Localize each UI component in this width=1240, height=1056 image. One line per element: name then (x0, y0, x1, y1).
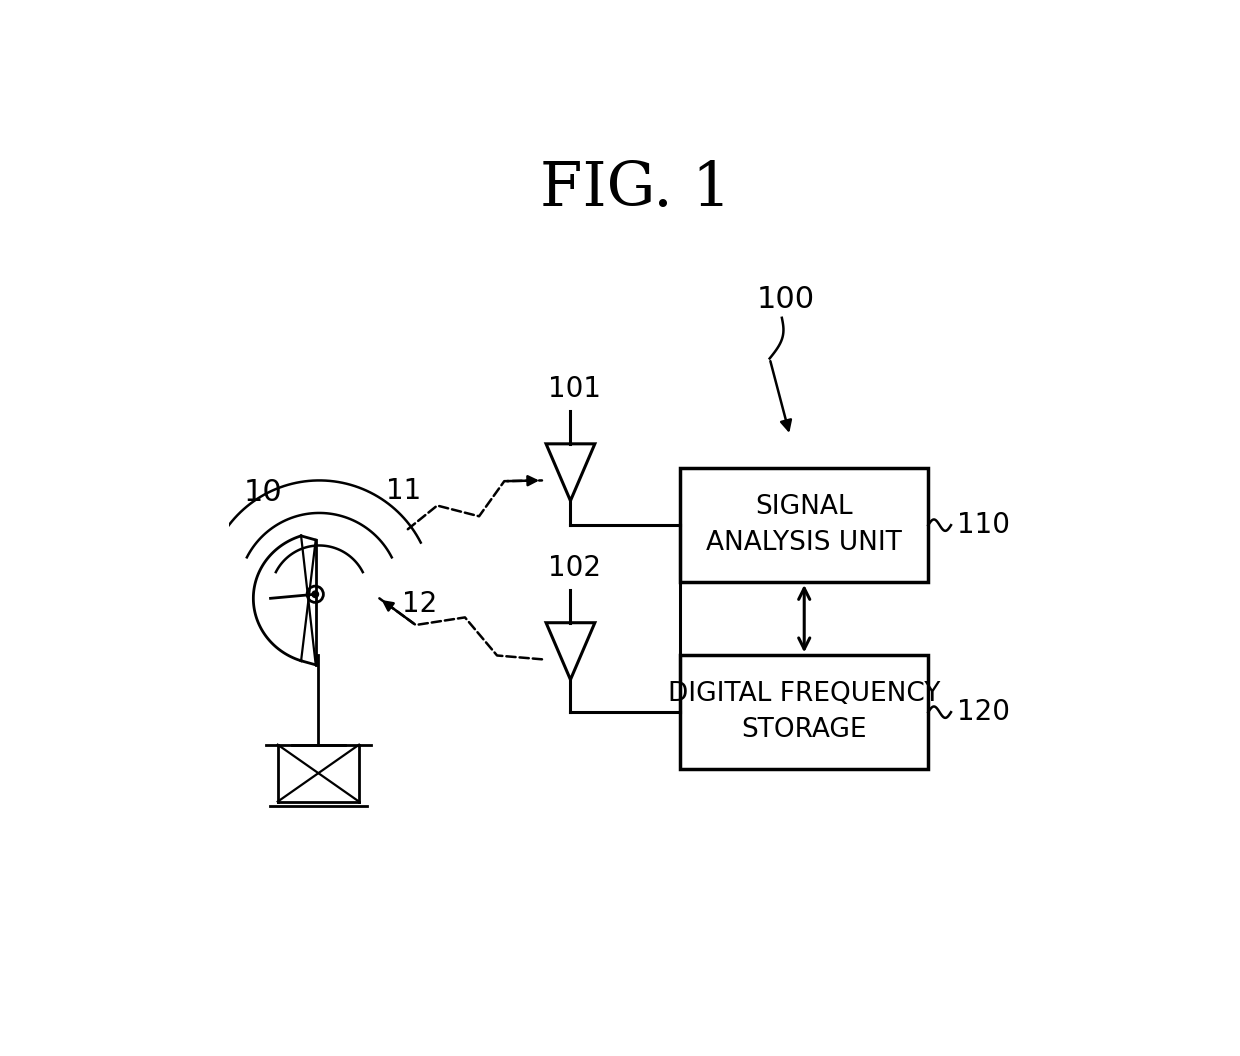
Text: 100: 100 (756, 285, 815, 314)
Text: 101: 101 (548, 375, 601, 403)
Text: SIGNAL
ANALYSIS UNIT: SIGNAL ANALYSIS UNIT (707, 494, 903, 557)
Polygon shape (546, 444, 595, 501)
Polygon shape (546, 623, 595, 680)
Circle shape (312, 591, 319, 598)
Bar (681, 468, 929, 582)
Text: 11: 11 (386, 477, 422, 505)
Text: 120: 120 (957, 698, 1011, 727)
Text: FIG. 1: FIG. 1 (539, 159, 732, 220)
Text: 110: 110 (957, 511, 1011, 540)
Text: 102: 102 (548, 554, 601, 582)
Text: 10: 10 (244, 478, 283, 507)
Text: DIGITAL FREQUENCY
STORAGE: DIGITAL FREQUENCY STORAGE (668, 681, 940, 743)
Text: 12: 12 (403, 590, 438, 618)
Bar (681, 655, 929, 769)
